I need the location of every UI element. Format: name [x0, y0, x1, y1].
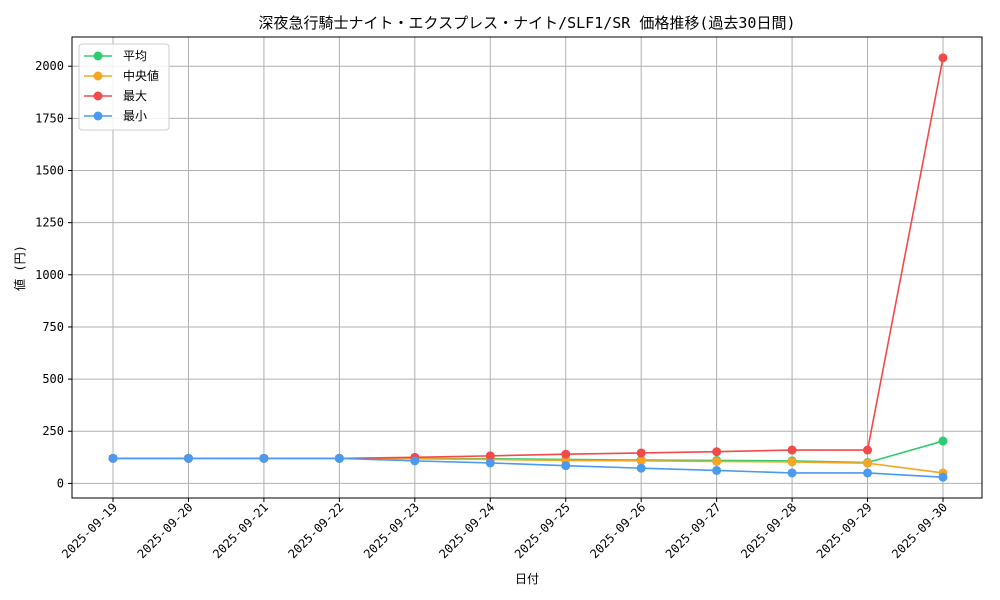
data-point: [108, 453, 118, 463]
data-point: [636, 456, 646, 466]
data-point: [787, 445, 797, 455]
y-tick-label: 250: [42, 424, 64, 438]
data-point: [485, 458, 495, 468]
series-最小: [108, 453, 948, 482]
data-point: [863, 445, 873, 455]
legend-marker: [93, 71, 103, 81]
x-tick-label: 2025-09-23: [361, 500, 422, 561]
plot-frame: [71, 36, 983, 499]
legend-marker: [93, 111, 103, 121]
x-tick-label: 2025-09-19: [59, 500, 120, 561]
data-point: [938, 53, 948, 63]
x-tick-label: 2025-09-20: [135, 500, 196, 561]
chart-title: 深夜急行騎士ナイト・エクスプレス・ナイト/SLF1/SR 価格推移(過去30日間…: [259, 14, 796, 32]
legend-label: 最大: [123, 89, 147, 103]
data-point: [712, 447, 722, 457]
x-axis: 2025-09-19 2025-09-20 2025-09-21 2025-09-22…: [59, 498, 950, 561]
data-point: [561, 449, 571, 459]
y-axis: 0 250 500 750 1000 1250 1500 1750 2000: [35, 59, 72, 490]
data-point: [636, 463, 646, 473]
legend-marker: [93, 91, 103, 101]
data-point: [938, 472, 948, 482]
y-tick-label: 1000: [35, 268, 64, 282]
data-point: [410, 456, 420, 466]
series-line: [113, 457, 944, 478]
series-最大: [108, 53, 948, 463]
series-中央値: [108, 453, 948, 478]
y-tick-label: 2000: [35, 59, 64, 73]
data-point: [636, 448, 646, 458]
x-tick-label: 2025-09-24: [436, 500, 497, 561]
y-tick-label: 1250: [35, 216, 64, 230]
data-point: [787, 457, 797, 467]
data-point: [485, 451, 495, 461]
y-tick-label: 500: [42, 372, 64, 386]
legend-marker: [93, 51, 103, 61]
x-tick-label: 2025-09-21: [210, 500, 271, 561]
x-tick-label: 2025-09-26: [587, 500, 648, 561]
grid: [72, 37, 982, 498]
data-point: [334, 453, 344, 463]
x-tick-label: 2025-09-29: [814, 500, 875, 561]
data-point: [863, 468, 873, 478]
data-point: [712, 465, 722, 475]
y-tick-label: 0: [57, 476, 64, 490]
legend-label: 最小: [123, 109, 147, 123]
legend-box: [78, 43, 170, 131]
y-tick-label: 750: [42, 320, 64, 334]
y-tick-label: 1500: [35, 164, 64, 178]
data-point: [787, 468, 797, 478]
x-tick-label: 2025-09-28: [738, 500, 799, 561]
data-point: [863, 458, 873, 468]
data-point: [712, 456, 722, 466]
data-point: [259, 453, 269, 463]
y-tick-label: 1750: [35, 111, 64, 125]
x-tick-label: 2025-09-22: [285, 500, 346, 561]
x-tick-label: 2025-09-30: [889, 500, 950, 561]
legend-label: 平均: [123, 49, 147, 63]
data-point: [183, 453, 193, 463]
x-tick-label: 2025-09-27: [663, 500, 724, 561]
series-line: [113, 457, 944, 474]
series-lines: [108, 53, 948, 482]
y-axis-label: 値 (円): [12, 245, 27, 291]
x-axis-label: 日付: [515, 572, 539, 586]
legend-label: 中央値: [123, 68, 159, 83]
data-point: [561, 461, 571, 471]
x-tick-label: 2025-09-25: [512, 500, 573, 561]
data-point: [938, 436, 948, 446]
